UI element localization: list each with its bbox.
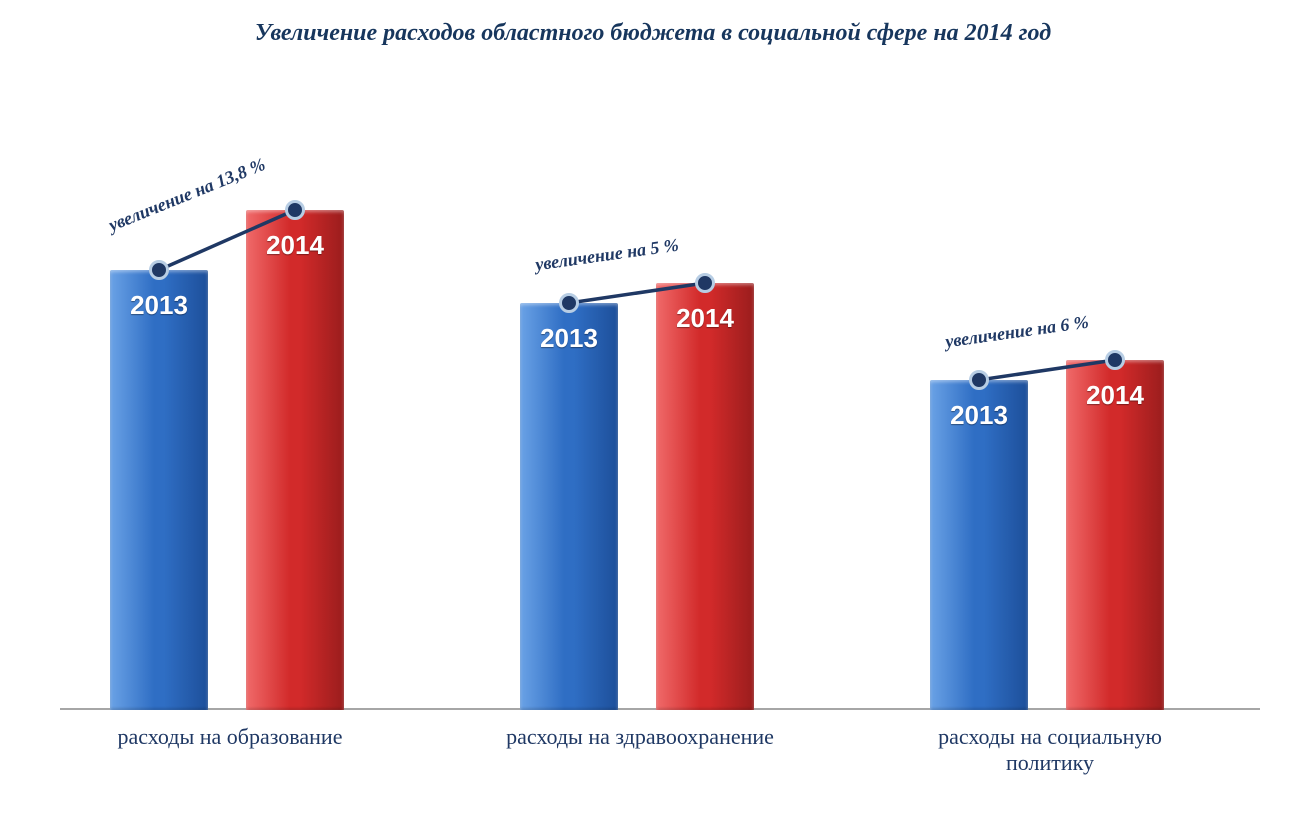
bar-year-label: 2014 <box>656 303 754 334</box>
bar-2013-healthcare: 2013 <box>520 303 618 710</box>
bar-2014-education: 2014 <box>246 210 344 710</box>
bar-2013-education: 2013 <box>110 270 208 710</box>
bar-2014-healthcare: 2014 <box>656 283 754 710</box>
bar-2013-social: 2013 <box>930 380 1028 710</box>
category-label-social: расходы на социальную политику <box>900 724 1200 776</box>
chart-plot-area: 20132014увеличение на 13,8 %20132014увел… <box>60 70 1260 710</box>
category-label-healthcare: расходы на здравоохранение <box>490 724 790 750</box>
bar-year-label: 2013 <box>520 323 618 354</box>
bar-year-label: 2013 <box>930 400 1028 431</box>
increase-annotation-education: увеличение на 13,8 % <box>106 154 269 236</box>
bar-2014-social: 2014 <box>1066 360 1164 710</box>
bar-year-label: 2013 <box>110 290 208 321</box>
bar-year-label: 2014 <box>246 230 344 261</box>
increase-annotation-social: увеличение на 6 % <box>944 312 1090 353</box>
category-label-education: расходы на образование <box>80 724 380 750</box>
bar-year-label: 2014 <box>1066 380 1164 411</box>
chart-title: Увеличение расходов областного бюджета в… <box>0 20 1306 47</box>
increase-annotation-healthcare: увеличение на 5 % <box>534 235 680 276</box>
